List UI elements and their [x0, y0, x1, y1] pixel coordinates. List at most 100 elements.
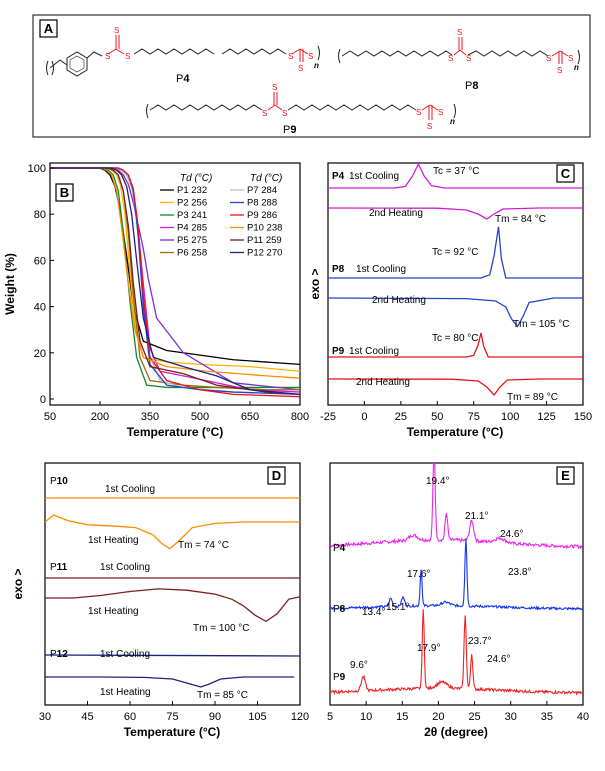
c-p8-tc: Tc = 92 °C	[432, 247, 479, 258]
legend-label-p1: P1 232	[177, 185, 207, 196]
c-p8-heating: 2nd Heating	[372, 295, 426, 306]
panel-c-curves	[328, 163, 583, 397]
panel-c-frame	[327, 162, 584, 406]
p4-alkyl-chain-2	[133, 48, 215, 55]
b-ytick-label: 80	[34, 209, 46, 221]
e-xtick-label: 15	[396, 711, 408, 723]
tga-curve-p1	[50, 167, 300, 365]
structure-p9	[146, 103, 456, 119]
panel-d-xlabel: Temperature (°C)	[124, 725, 221, 739]
p4-subscript: n	[314, 61, 319, 70]
svg-text:S: S	[427, 122, 432, 131]
dsc-c-p4-1st-cooling	[328, 163, 583, 189]
d-xtick-label: 75	[166, 711, 178, 723]
panel-b-curves	[50, 167, 300, 398]
structure-p4	[46, 45, 320, 77]
p4-ttc-2: S S S	[288, 48, 313, 73]
e-xtick-label: 25	[468, 711, 480, 723]
svg-text:S: S	[272, 83, 277, 92]
d-p11-tm: Tm = 100 °C	[193, 623, 250, 634]
panel-d-ticks: 30 45 60 75 90 105 120	[39, 701, 309, 723]
p4-benzene-inner	[69, 55, 85, 73]
b-ytick-label: 20	[34, 348, 46, 360]
legend-label-p7: P7 284	[247, 185, 277, 196]
legend-label-p4: P4 285	[177, 223, 207, 234]
svg-text:S: S	[466, 54, 471, 63]
svg-text:S: S	[546, 54, 551, 63]
panel-b-ticks: 50 200 350 500 650 800 0 20 40 60 80 100	[28, 163, 310, 423]
c-xtick-label: 0	[361, 411, 367, 423]
panel-d-ylabel: exo >	[11, 568, 25, 599]
panel-d-label-box	[267, 466, 286, 485]
panel-c-ylabel: exo >	[308, 268, 322, 299]
panel-c-annotations: P4 1st Cooling 2nd Heating Tc = 37 °C Tm…	[332, 166, 570, 403]
d-p11-cooling: 1st Cooling	[100, 562, 150, 573]
dsc-d-p11-1st-heating	[45, 588, 300, 623]
p8-bracket-right	[577, 49, 580, 65]
dsc-c-p8-1st-cooling	[328, 226, 583, 279]
panel-e: 5 10 15 20 25 30 35 40 E 2θ (degree) P4 19.4° 2…	[327, 462, 589, 739]
b-ytick-label: 40	[34, 302, 46, 314]
legend-label-p2: P2 256	[177, 198, 207, 209]
panel-c-ticks: -25 0 25 50 75 100 125 150	[320, 401, 592, 423]
e-p4-peak1: 19.4°	[426, 476, 449, 487]
e-p9-peak2: 23.7°	[468, 636, 491, 647]
svg-text:S: S	[438, 108, 443, 117]
tga-curve-p12	[50, 167, 300, 396]
c-xtick-label: 100	[501, 411, 519, 423]
svg-text:S: S	[416, 108, 421, 117]
e-p8-peak3: 13.4°	[362, 607, 385, 618]
panel-b-label-box	[55, 183, 74, 202]
c-p4-tm: Tm = 84 °C	[495, 214, 546, 225]
c-p9-heating: 2nd Heating	[356, 377, 410, 388]
panel-d-frame	[44, 462, 301, 706]
panel-b-legend-header-1: Td (°C)	[180, 173, 212, 184]
dsc-d-p12-1st-cooling	[45, 654, 300, 657]
panel-a-label-box	[39, 19, 58, 38]
d-xtick-label: 120	[291, 711, 309, 723]
d-p12-heating: 1st Heating	[100, 687, 151, 698]
panel-e-xlabel: 2θ (degree)	[424, 725, 488, 739]
svg-text:S: S	[448, 54, 453, 63]
d-p10-tag: P10	[50, 476, 68, 487]
panel-e-frame	[329, 462, 584, 706]
panel-b-legend-header-2: Td (°C)	[250, 173, 282, 184]
panel-c-label: C	[561, 166, 571, 181]
b-xtick-label: 350	[141, 411, 159, 423]
c-p4-heating: 2nd Heating	[369, 208, 423, 219]
c-p8-tm: Tm = 105 °C	[513, 319, 570, 330]
svg-text:S: S	[457, 28, 462, 37]
panel-e-label: E	[561, 468, 570, 483]
e-p9-tag: P9	[333, 672, 346, 683]
legend-label-p9: P9 286	[247, 210, 277, 221]
c-p9-tag: P9	[332, 346, 345, 357]
p4-ttc-1: S S S	[105, 26, 130, 61]
e-xtick-label: 10	[360, 711, 372, 723]
p4-benzyl-link	[86, 51, 103, 59]
panel-e-ticks: 5 10 15 20 25 30 35 40	[327, 701, 589, 723]
b-xtick-label: 500	[191, 411, 209, 423]
panel-c-label-box	[556, 164, 575, 183]
d-xtick-label: 30	[39, 711, 51, 723]
b-ytick-label: 60	[34, 255, 46, 267]
dsc-c-p9-1st-cooling	[328, 332, 583, 358]
panel-b: 50 200 350 500 650 800 0 20 40 60 80 100 B Temperat…	[3, 162, 310, 439]
b-ytick-label: 100	[28, 163, 46, 175]
e-p8-peak4: 15.1°	[386, 602, 409, 613]
d-p10-tm: Tm = 74 °C	[178, 540, 229, 551]
panel-a: A S S S S S S	[32, 14, 591, 138]
e-p8-peak2: 23.8°	[508, 567, 531, 578]
c-xtick-label: 125	[537, 411, 555, 423]
d-p11-tag: P11	[50, 562, 68, 573]
svg-text:S: S	[557, 66, 562, 75]
legend-label-p10: P10 238	[247, 223, 282, 234]
p4-tag: P4	[176, 73, 190, 85]
dsc-c-p4-2nd-heating	[328, 207, 583, 220]
svg-text:S: S	[288, 52, 293, 61]
tga-curve-p9	[50, 167, 300, 398]
e-p4-tag: P4	[333, 543, 346, 554]
d-xtick-label: 60	[124, 711, 136, 723]
p9-tag: P9	[283, 124, 296, 136]
c-p9-tm: Tm = 89 °C	[507, 392, 558, 403]
